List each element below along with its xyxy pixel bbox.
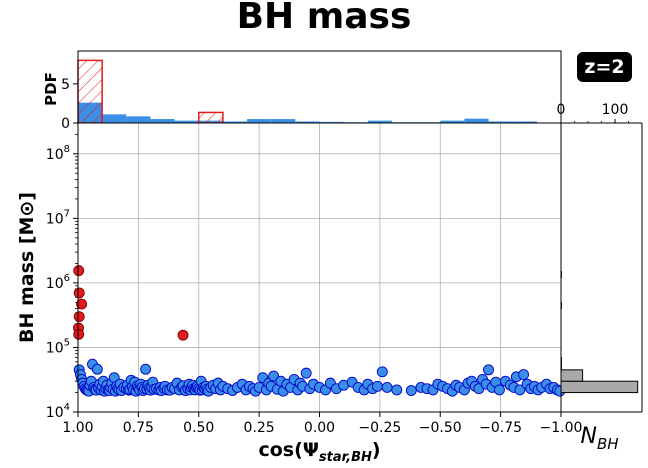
series-red — [73, 265, 189, 341]
hist-bar — [488, 121, 513, 123]
x-tick-label: 0.75 — [123, 420, 154, 436]
hist-bar — [222, 121, 248, 123]
data-point — [300, 367, 312, 379]
side-hist-bar — [560, 369, 584, 382]
hist-bar — [174, 120, 199, 123]
data-point — [140, 363, 152, 375]
plot-frame — [77, 122, 562, 413]
x-tick-label: 0.25 — [244, 420, 275, 436]
hist-bar — [102, 114, 127, 123]
hist-bar — [271, 119, 296, 123]
hist-y-tick-label: 0 — [61, 116, 70, 132]
data-point — [73, 328, 85, 340]
x-tick-label: −0.50 — [419, 420, 462, 436]
hist-y-tick-label: 5 — [61, 77, 70, 93]
hist-series-blue — [78, 102, 561, 123]
hist-bar — [150, 119, 175, 123]
hist-bar — [464, 118, 489, 123]
chart-title: BH mass — [236, 0, 412, 37]
data-point — [372, 380, 383, 392]
data-point — [91, 363, 103, 375]
hist-y-label: PDF — [42, 72, 60, 106]
data-point — [76, 298, 88, 310]
data-point — [73, 311, 85, 323]
data-point — [376, 366, 388, 378]
redshift-badge: z=2 — [577, 52, 632, 82]
data-point — [518, 369, 530, 381]
hist-bar — [367, 120, 392, 123]
data-point — [73, 265, 85, 277]
hist-bar — [247, 119, 272, 123]
hist-bar — [319, 121, 344, 123]
data-point — [381, 382, 393, 393]
scatter-panel: 1.00 0.75 0.50 0.25 0.00 −0.25 −0.50 −0.75 −1.00… — [16, 122, 583, 465]
side-hist-x-label: NBH — [580, 424, 618, 453]
data-point — [177, 329, 189, 341]
x-tick-label: 0.50 — [183, 420, 214, 436]
x-tick-label: −0.75 — [479, 420, 522, 436]
y-tick-label: 107 — [46, 208, 70, 227]
hist-bar — [77, 59, 103, 124]
hist-bar — [440, 120, 465, 123]
side-hist-x-tick-label: 100 — [602, 102, 629, 118]
side-histogram: 0 100 NBH — [557, 102, 643, 453]
hist-bar — [126, 116, 151, 123]
side-hist-x-tick-label: 0 — [557, 102, 566, 118]
x-tick-label: 0.00 — [304, 420, 335, 436]
hist-bar — [512, 121, 537, 123]
hist-bar — [295, 121, 320, 123]
y-axis-label: BH mass [M⊙] — [16, 192, 38, 343]
x-axis-label: cos(Ψstar,BH) — [258, 439, 380, 465]
y-tick-label: 106 — [46, 273, 70, 292]
y-tick-label: 104 — [46, 402, 70, 421]
y-tick-label: 108 — [46, 144, 70, 163]
y-tick-label: 105 — [46, 337, 70, 356]
hist-bar — [198, 111, 224, 124]
data-point — [514, 384, 526, 396]
x-tick-label: −1.00 — [540, 420, 583, 436]
data-point — [493, 384, 505, 396]
data-point — [73, 287, 85, 299]
x-tick-label: 1.00 — [62, 420, 93, 436]
x-tick-label: −0.25 — [358, 420, 401, 436]
data-point — [405, 385, 417, 396]
data-point — [391, 384, 403, 396]
hist-frame — [77, 50, 562, 124]
hist-series-red — [77, 59, 224, 124]
series-blue — [73, 358, 566, 397]
side-hist-bar — [560, 380, 639, 394]
data-point — [483, 364, 494, 376]
